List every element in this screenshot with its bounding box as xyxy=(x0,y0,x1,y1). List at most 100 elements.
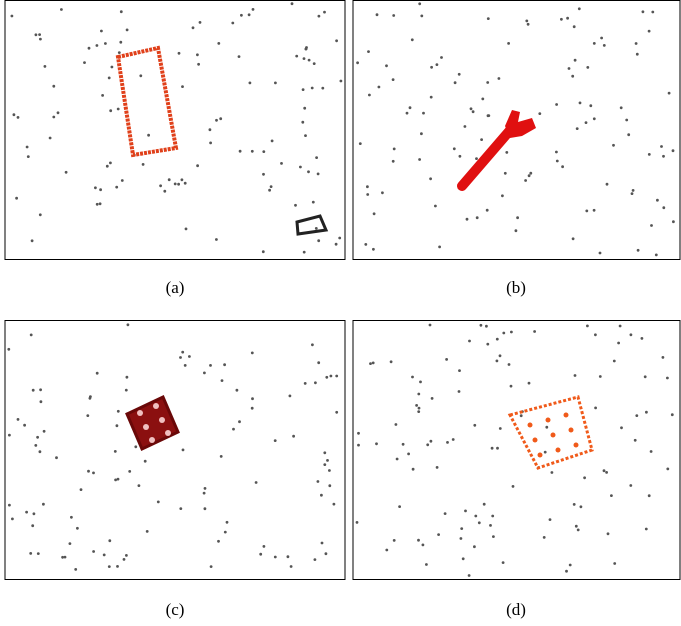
point xyxy=(478,521,481,524)
point xyxy=(294,204,297,207)
point xyxy=(556,160,559,163)
point xyxy=(249,82,252,85)
point xyxy=(313,62,316,65)
point xyxy=(181,351,184,354)
point xyxy=(472,110,475,113)
point xyxy=(119,41,122,44)
point xyxy=(372,248,375,251)
point xyxy=(262,150,265,153)
point xyxy=(117,478,120,481)
point xyxy=(648,30,651,33)
point xyxy=(8,504,11,507)
point xyxy=(271,140,274,143)
point xyxy=(199,21,202,24)
point xyxy=(125,389,128,392)
point xyxy=(491,515,494,518)
point xyxy=(185,228,188,231)
point xyxy=(238,55,241,58)
point xyxy=(418,2,421,5)
point xyxy=(593,42,596,45)
point xyxy=(117,410,120,413)
point xyxy=(599,375,602,378)
point xyxy=(569,564,572,567)
point xyxy=(452,438,455,441)
point xyxy=(574,374,577,377)
point xyxy=(280,162,283,165)
point xyxy=(430,440,433,443)
point xyxy=(32,389,35,392)
point xyxy=(464,125,467,128)
point xyxy=(668,92,671,95)
point xyxy=(184,364,187,367)
point xyxy=(460,537,463,540)
point xyxy=(159,184,162,187)
point xyxy=(335,375,338,378)
point xyxy=(549,518,552,521)
point xyxy=(34,444,37,447)
point xyxy=(251,352,254,355)
caption: (b) xyxy=(506,278,526,297)
point xyxy=(31,239,34,242)
point xyxy=(420,15,423,18)
point xyxy=(486,81,489,84)
point xyxy=(203,492,206,495)
point xyxy=(620,426,623,429)
point xyxy=(419,381,422,384)
point xyxy=(538,112,541,115)
point xyxy=(61,556,64,559)
point xyxy=(593,117,596,120)
point xyxy=(437,533,440,536)
point xyxy=(422,112,425,115)
point xyxy=(645,411,648,414)
point xyxy=(142,163,145,166)
point xyxy=(585,210,588,213)
point xyxy=(29,552,32,555)
point xyxy=(144,460,147,463)
point xyxy=(528,174,531,177)
point xyxy=(239,150,242,153)
point xyxy=(92,550,95,553)
point xyxy=(577,529,580,532)
point xyxy=(42,503,45,506)
point xyxy=(108,77,111,80)
point xyxy=(217,42,220,45)
point xyxy=(594,407,597,410)
point xyxy=(425,563,428,566)
point xyxy=(392,78,395,81)
point xyxy=(192,26,195,29)
point xyxy=(287,555,290,558)
point xyxy=(607,532,610,535)
point xyxy=(651,11,654,14)
point xyxy=(575,525,578,528)
point xyxy=(650,224,653,227)
point xyxy=(619,325,622,328)
point xyxy=(240,14,243,17)
point xyxy=(270,185,273,188)
point xyxy=(179,507,182,510)
point xyxy=(487,114,490,117)
point xyxy=(38,33,41,36)
point xyxy=(125,554,128,557)
point xyxy=(662,155,665,158)
point xyxy=(96,44,99,47)
point xyxy=(209,142,212,145)
point xyxy=(612,144,615,147)
point xyxy=(262,173,265,176)
point xyxy=(36,436,39,439)
point xyxy=(204,507,207,510)
point xyxy=(454,81,457,84)
point xyxy=(444,512,447,515)
point xyxy=(578,7,581,10)
point xyxy=(223,363,226,366)
point xyxy=(366,193,369,196)
point xyxy=(203,372,206,375)
point xyxy=(25,511,28,514)
point xyxy=(292,435,295,438)
point xyxy=(30,334,33,337)
point xyxy=(188,355,191,358)
caption: (a) xyxy=(166,278,185,297)
point xyxy=(301,121,304,124)
point xyxy=(311,87,314,90)
point xyxy=(226,521,229,524)
point xyxy=(325,552,328,555)
